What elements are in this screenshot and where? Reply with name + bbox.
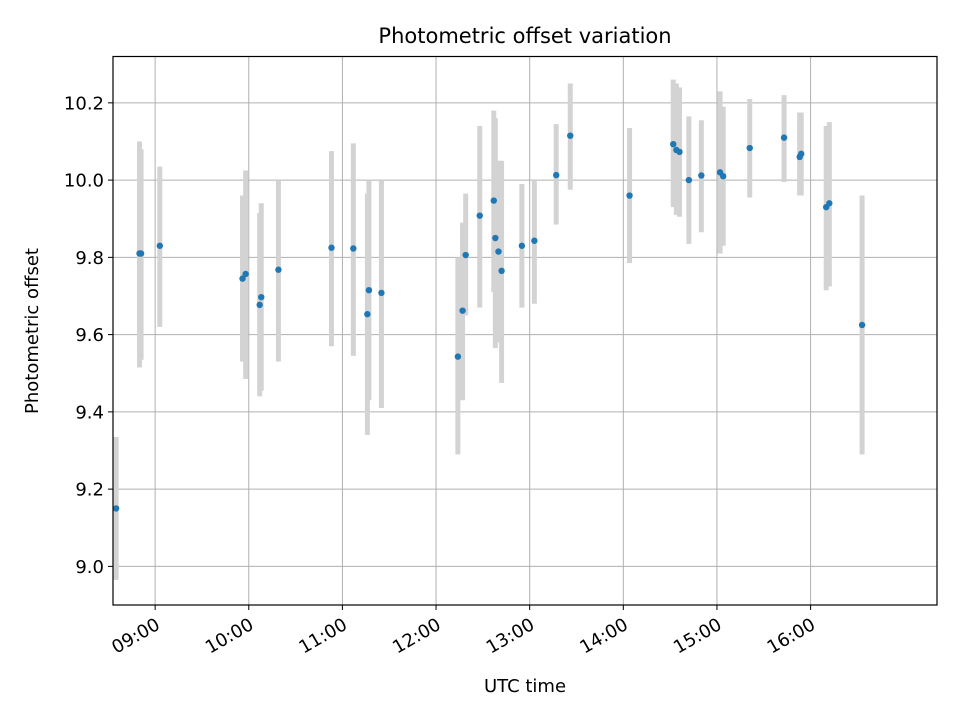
chart-title: Photometric offset variation (378, 24, 671, 48)
data-point (350, 245, 357, 252)
data-point (567, 132, 574, 139)
x-tick-label: 14:00 (576, 614, 631, 658)
plot-area-frame (112, 55, 938, 606)
x-tick-label: 15:00 (670, 614, 725, 658)
data-point (685, 176, 693, 184)
data-point (746, 144, 753, 152)
data-point (798, 150, 805, 158)
y-tick-label: 10.0 (64, 171, 104, 192)
data-point (156, 242, 164, 249)
x-axis-label: UTC time (484, 676, 566, 697)
error-bars (113, 79, 865, 580)
data-point (698, 172, 705, 179)
x-tick-label: 16:00 (764, 614, 819, 658)
y-tick-label: 9.0 (75, 557, 104, 578)
y-axis-label: Photometric offset (22, 248, 43, 414)
data-point (676, 148, 683, 156)
data-point (826, 200, 833, 207)
y-tick-label: 9.2 (75, 480, 104, 501)
grid (113, 56, 937, 605)
data-point (553, 171, 560, 179)
data-point (518, 242, 526, 249)
data-point (719, 173, 727, 180)
y-tick-label: 9.6 (75, 325, 104, 346)
x-axis-ticks: 09:00 10:00 11:00 12:00 13:00 14:00 15:00 16:00 (108, 605, 819, 658)
data-point (498, 267, 505, 275)
data-point (670, 140, 677, 148)
x-tick-label: 12:00 (389, 614, 444, 658)
x-tick-label: 09:00 (108, 614, 163, 658)
y-tick-label: 9.4 (75, 402, 104, 423)
data-point (626, 192, 633, 199)
y-tick-label: 9.8 (75, 248, 104, 269)
y-tick-label: 10.2 (64, 93, 104, 114)
data-point (275, 266, 282, 273)
data-point (112, 505, 120, 512)
data-point (462, 251, 469, 259)
data-point (328, 244, 335, 251)
data-point (476, 212, 483, 219)
data-point (258, 293, 265, 301)
data-point (492, 234, 499, 242)
data-points (112, 132, 866, 512)
data-point (780, 134, 788, 141)
data-point (495, 248, 502, 255)
x-tick-label: 10:00 (202, 614, 257, 658)
data-point (364, 310, 371, 318)
data-point (531, 237, 538, 244)
data-point (137, 250, 145, 257)
data-point (239, 275, 246, 282)
data-point (459, 307, 466, 314)
x-tick-label: 11:00 (295, 614, 350, 658)
data-point (242, 270, 249, 278)
data-point (858, 321, 866, 329)
data-point (454, 353, 462, 360)
data-point (365, 286, 373, 294)
y-axis-ticks: 9.0 9.2 9.4 9.6 9.8 10.0 10.2 (64, 93, 113, 578)
data-point (490, 197, 497, 204)
data-point (378, 289, 385, 297)
x-tick-label: 13:00 (483, 614, 538, 658)
data-point (256, 301, 263, 309)
